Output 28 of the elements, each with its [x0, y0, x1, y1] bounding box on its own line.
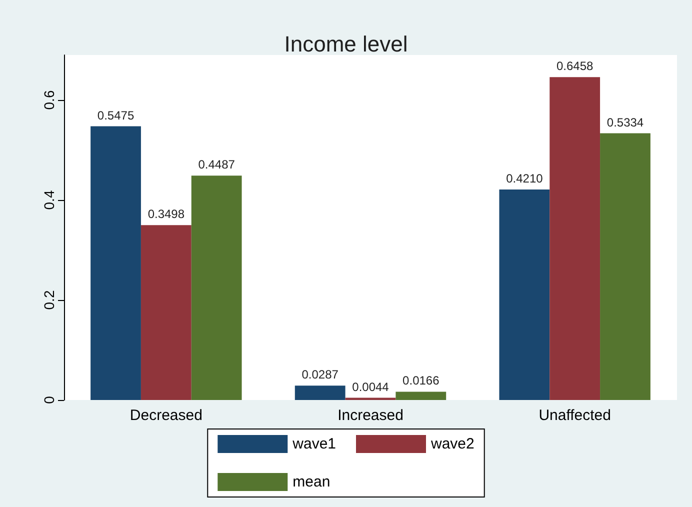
- bar: [90, 126, 141, 400]
- x-tick-label: Decreased: [130, 407, 202, 424]
- chart-title: Income level: [284, 32, 408, 56]
- y-tick-label: 0.4: [41, 190, 57, 210]
- data-label: 0.4210: [506, 172, 544, 186]
- data-label: 0.6458: [556, 59, 594, 74]
- data-label: 0.0166: [402, 374, 440, 388]
- data-label: 0.4487: [198, 158, 236, 172]
- x-tick-label: Increased: [338, 407, 404, 424]
- bar: [396, 392, 446, 400]
- data-label: 0.5475: [97, 108, 134, 122]
- bar: [140, 225, 192, 400]
- x-tick-label: Unaffected: [538, 407, 611, 424]
- bar: [191, 176, 242, 400]
- bar: [550, 77, 600, 400]
- data-label: 0.5334: [606, 115, 644, 130]
- data-label: 0.0287: [302, 368, 339, 382]
- data-label: 0.3498: [148, 207, 185, 222]
- legend-label: wave2: [430, 436, 474, 452]
- data-label: 0.0044: [352, 380, 390, 394]
- y-tick-label: 0: [41, 396, 57, 404]
- y-tick-label: 0.2: [41, 290, 57, 310]
- bar: [294, 386, 346, 400]
- legend-label: mean: [292, 474, 330, 490]
- y-tick-label: 0.6: [41, 90, 57, 110]
- bar: [600, 133, 650, 400]
- legend-label: wave1: [292, 436, 336, 452]
- bar: [499, 190, 550, 400]
